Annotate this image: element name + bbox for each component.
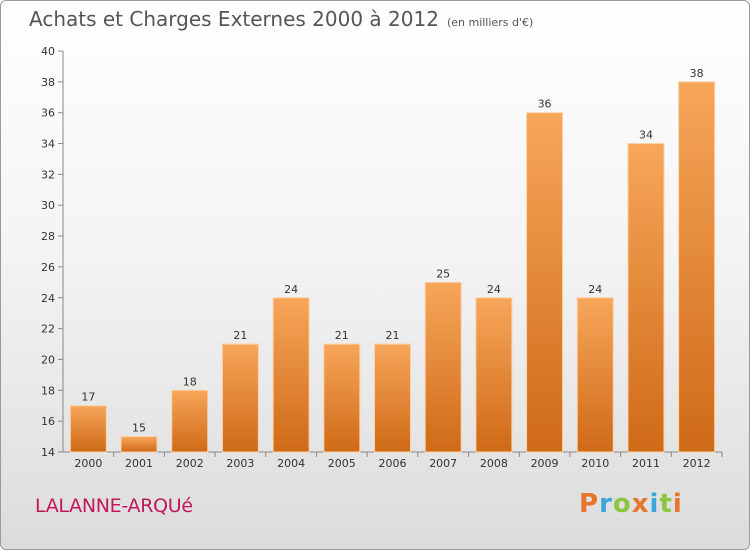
x-tick-label: 2007 <box>429 457 457 470</box>
x-tick-label: 2010 <box>581 457 609 470</box>
logo-letter: P <box>579 489 600 519</box>
bar-value-label: 25 <box>436 267 450 280</box>
y-tick-label: 34 <box>41 138 55 151</box>
bar-value-label: 34 <box>639 129 653 142</box>
y-tick-label: 20 <box>41 353 55 366</box>
bar-value-label: 38 <box>690 67 704 80</box>
bar-value-label: 36 <box>538 98 552 111</box>
y-tick-label: 36 <box>41 107 55 120</box>
chart-title: Achats et Charges Externes 2000 à 2012 (e… <box>29 7 533 31</box>
logo-letter: r <box>599 489 613 519</box>
bar-2002 <box>171 389 209 453</box>
x-tick-label: 2003 <box>226 457 254 470</box>
x-tick-label: 2001 <box>125 457 153 470</box>
bar-2000 <box>69 405 107 453</box>
y-tick-label: 18 <box>41 384 55 397</box>
y-tick-label: 40 <box>41 45 55 58</box>
bar-2009 <box>526 112 564 453</box>
bar-2004 <box>272 297 310 453</box>
bar-value-label: 21 <box>335 329 349 342</box>
bar-value-label: 24 <box>284 283 298 296</box>
bar-value-label: 21 <box>386 329 400 342</box>
logo-letter: t <box>659 489 673 519</box>
x-tick-label: 2012 <box>683 457 711 470</box>
bar-2010 <box>576 297 614 453</box>
y-tick-label: 38 <box>41 76 55 89</box>
bar-2005 <box>323 343 361 453</box>
bar-2001 <box>120 436 158 453</box>
bar-value-label: 24 <box>588 283 602 296</box>
bar-2006 <box>374 343 411 453</box>
x-tick-label: 2011 <box>632 457 660 470</box>
logo-letter: x <box>631 489 650 519</box>
y-tick-label: 14 <box>41 446 55 459</box>
proxiti-logo: Proxiti <box>579 489 683 519</box>
y-tick-label: 32 <box>41 168 55 181</box>
x-tick-label: 2000 <box>74 457 102 470</box>
bar-2007 <box>424 281 462 453</box>
y-tick-label: 26 <box>41 261 55 274</box>
y-tick-label: 22 <box>41 323 55 336</box>
bars: 17 15 18 21 24 21 21 25 24 36 24 34 38 <box>69 67 716 453</box>
axes: 14 16 18 20 22 24 26 28 30 32 34 36 38 40 2000 2001 2002… <box>41 45 723 470</box>
bar-value-label: 24 <box>487 283 501 296</box>
bar-value-label: 21 <box>233 329 247 342</box>
bar-2008 <box>475 297 513 453</box>
logo-letter: i <box>672 489 683 519</box>
y-tick-label: 30 <box>41 199 55 212</box>
x-tick-label: 2005 <box>328 457 356 470</box>
y-tick-label: 16 <box>41 415 55 428</box>
bar-value-label: 15 <box>132 422 146 435</box>
x-tick-label: 2008 <box>480 457 508 470</box>
x-tick-label: 2006 <box>379 457 407 470</box>
y-tick-label: 24 <box>41 292 55 305</box>
chart-title-text: Achats et Charges Externes 2000 à 2012 <box>29 7 439 31</box>
x-tick-label: 2002 <box>176 457 204 470</box>
bar-2012 <box>678 81 716 453</box>
bar-value-label: 17 <box>81 391 95 404</box>
y-tick-label: 28 <box>41 230 55 243</box>
x-tick-label: 2009 <box>531 457 559 470</box>
logo-letter: o <box>612 489 632 519</box>
bar-2003 <box>221 343 259 453</box>
bar-value-label: 18 <box>183 375 197 388</box>
x-tick-label: 2004 <box>277 457 305 470</box>
logo-letter: i <box>649 489 660 519</box>
bar-2011 <box>627 143 665 453</box>
chart-subtitle: (en milliers d'€) <box>446 16 534 29</box>
commune-name: LALANNE-ARQUé <box>35 495 193 517</box>
